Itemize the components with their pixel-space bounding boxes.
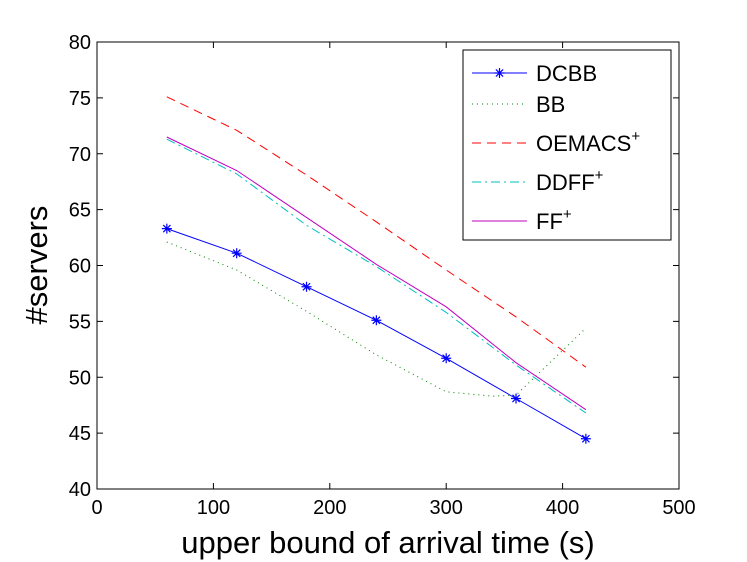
y-tick-label: 50 [69,367,91,389]
y-tick-label: 45 [69,423,91,445]
x-tick-label: 200 [313,497,346,519]
legend-label-dcbb: DCBB [536,61,597,86]
data-point-dcbb [371,315,382,326]
series-line-ff [166,136,587,411]
series-layer [161,96,591,444]
y-tick-label: 55 [69,311,91,333]
legend-marker-dcbb [494,68,505,78]
y-tick-label: 70 [69,144,91,166]
x-axis-title: upper bound of arrival time (s) [181,525,595,560]
legend-label-ff: FF+ [536,206,572,234]
x-axis: 0 100 200 300 400 500 [91,42,696,519]
legend-label-oemacs: OEMACS+ [536,128,640,156]
y-axis-title: #servers [19,206,54,325]
data-point-dcbb [301,281,312,292]
y-tick-label: 65 [69,200,91,222]
x-tick-label: 300 [430,497,463,519]
x-tick-label: 0 [91,497,102,519]
series-line-oemacs [166,96,587,368]
y-tick-label: 80 [69,32,91,54]
series-line-ddff [166,138,587,414]
legend: DCBB BB OEMACS+ DDFF+ FF+ [462,49,672,241]
x-tick-label: 100 [197,497,230,519]
x-tick-label: 500 [662,497,695,519]
data-point-dcbb [511,393,522,404]
y-tick-label: 60 [69,256,91,278]
y-tick-label: 75 [69,88,91,110]
data-point-dcbb [580,433,591,444]
legend-box [462,49,672,241]
legend-label-ddff: DDFF+ [536,167,604,195]
x-tick-label: 400 [546,497,579,519]
y-axis: 40 45 50 55 60 65 70 75 80 [69,32,679,501]
data-point-dcbb [441,353,452,364]
y-tick-label: 40 [69,479,91,501]
data-point-dcbb [231,248,242,259]
data-point-dcbb [161,223,172,234]
legend-label-bb: BB [536,92,565,117]
